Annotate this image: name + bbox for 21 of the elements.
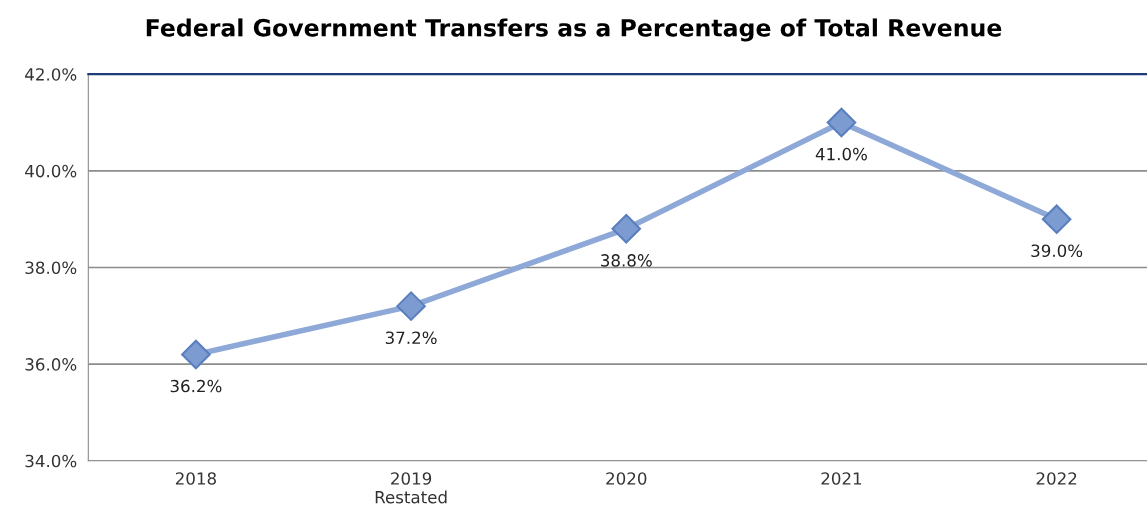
x-tick-label: 2019 Restated (375, 472, 447, 504)
y-tick-label: 36.0% (25, 358, 77, 371)
data-label: 38.8% (601, 254, 652, 267)
point (396, 291, 426, 321)
point (826, 107, 857, 138)
data-label: 36.2% (170, 379, 222, 393)
data-label: 37.2% (385, 331, 437, 345)
y-tick-label: 42.0% (25, 68, 77, 81)
y-tick-label: 34.0% (25, 454, 77, 468)
x-tick-label: 2020 (606, 472, 647, 485)
x-tick-label: 2021 (821, 472, 862, 485)
point (181, 339, 211, 370)
x-tick-label: 2022 (1036, 472, 1077, 485)
data-label: 39.0% (1031, 244, 1083, 258)
chart-title: Federal Government Transfers as a Percentage of Total Revenue (146, 18, 1002, 42)
point (1041, 204, 1072, 234)
data-label: 41.0% (815, 147, 867, 161)
x-tick-label: 2018 (175, 472, 216, 485)
y-tick-label: 38.0% (25, 261, 77, 275)
y-tick-label: 40.0% (25, 164, 77, 178)
point (611, 214, 642, 244)
